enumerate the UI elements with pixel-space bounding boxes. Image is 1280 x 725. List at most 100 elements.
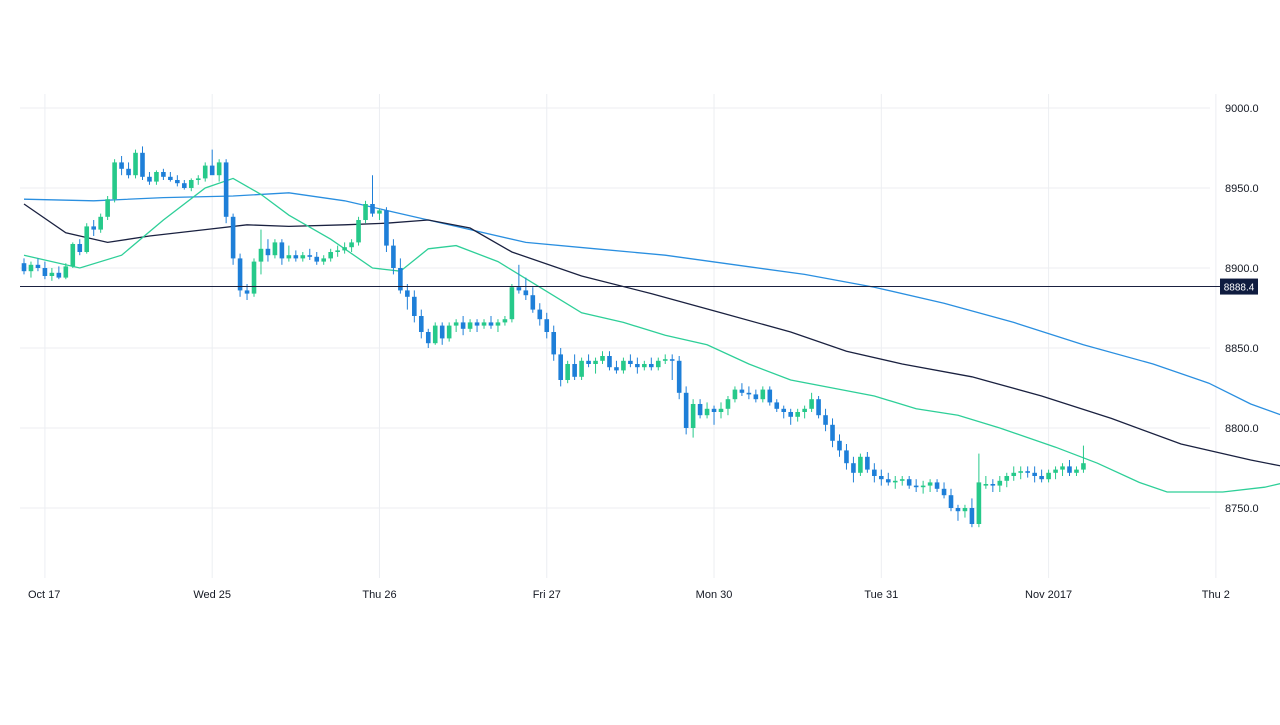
candle[interactable]: [398, 258, 403, 294]
candle[interactable]: [607, 351, 612, 371]
candle[interactable]: [1060, 463, 1065, 476]
candle[interactable]: [509, 284, 515, 323]
candle[interactable]: [467, 319, 473, 332]
candle[interactable]: [669, 354, 675, 380]
candle[interactable]: [481, 319, 487, 329]
candle[interactable]: [314, 252, 320, 265]
candle[interactable]: [265, 239, 271, 262]
candle[interactable]: [286, 245, 292, 262]
candle[interactable]: [335, 245, 340, 257]
candle[interactable]: [600, 351, 605, 364]
candle[interactable]: [293, 250, 299, 262]
candle[interactable]: [251, 258, 257, 297]
candle[interactable]: [579, 357, 584, 380]
candle[interactable]: [63, 263, 69, 280]
candle[interactable]: [425, 328, 431, 348]
candle[interactable]: [739, 383, 745, 396]
candle[interactable]: [676, 356, 682, 400]
candle[interactable]: [1074, 466, 1079, 476]
candle[interactable]: [502, 316, 508, 326]
candle[interactable]: [990, 479, 996, 492]
candle[interactable]: [1011, 466, 1017, 481]
candle[interactable]: [28, 261, 34, 278]
candle[interactable]: [105, 196, 110, 220]
candle[interactable]: [795, 408, 800, 422]
candle[interactable]: [920, 480, 926, 494]
candle[interactable]: [1004, 472, 1010, 488]
candle[interactable]: [816, 396, 821, 419]
candle[interactable]: [84, 223, 90, 254]
candle[interactable]: [439, 322, 445, 345]
candle[interactable]: [384, 207, 389, 252]
candle[interactable]: [1053, 466, 1058, 480]
candle[interactable]: [983, 476, 989, 489]
candle[interactable]: [126, 162, 131, 179]
candle[interactable]: [474, 319, 480, 332]
candle[interactable]: [899, 476, 905, 486]
candle[interactable]: [391, 239, 396, 275]
candle[interactable]: [704, 402, 710, 419]
candle[interactable]: [168, 172, 173, 182]
candle[interactable]: [837, 434, 842, 457]
candle[interactable]: [621, 357, 626, 374]
candle[interactable]: [258, 229, 264, 275]
candle[interactable]: [997, 476, 1003, 492]
candle[interactable]: [649, 357, 654, 371]
candle[interactable]: [697, 399, 703, 419]
candle[interactable]: [321, 255, 327, 265]
candle[interactable]: [858, 453, 863, 476]
candle[interactable]: [91, 220, 96, 236]
candle[interactable]: [872, 463, 877, 483]
candle[interactable]: [460, 316, 466, 336]
candle[interactable]: [349, 239, 354, 252]
candle[interactable]: [230, 213, 236, 265]
candle[interactable]: [363, 200, 368, 224]
candle[interactable]: [892, 476, 898, 489]
candle[interactable]: [119, 156, 124, 176]
candle[interactable]: [223, 159, 229, 224]
candle[interactable]: [209, 149, 215, 176]
candle[interactable]: [732, 386, 738, 403]
candle[interactable]: [781, 405, 787, 419]
candle[interactable]: [154, 170, 159, 185]
candle[interactable]: [565, 360, 570, 384]
candle[interactable]: [112, 159, 117, 203]
candle[interactable]: [809, 392, 814, 412]
candle[interactable]: [969, 498, 975, 528]
candle[interactable]: [586, 354, 591, 368]
candle[interactable]: [523, 277, 529, 300]
candle[interactable]: [1081, 445, 1086, 473]
candle[interactable]: [746, 386, 752, 400]
candle[interactable]: [760, 386, 766, 403]
candle[interactable]: [628, 354, 633, 368]
candle[interactable]: [279, 239, 285, 265]
candle[interactable]: [21, 258, 27, 275]
candle[interactable]: [70, 242, 76, 268]
candle[interactable]: [614, 360, 619, 374]
candle[interactable]: [662, 354, 668, 364]
candle[interactable]: [948, 488, 954, 512]
candle[interactable]: [56, 266, 62, 280]
candle[interactable]: [147, 172, 152, 185]
candle[interactable]: [182, 180, 187, 190]
candle[interactable]: [202, 162, 208, 182]
candle[interactable]: [1039, 469, 1044, 483]
candle[interactable]: [823, 408, 828, 432]
candle[interactable]: [488, 316, 494, 329]
candle[interactable]: [593, 357, 598, 374]
candle[interactable]: [906, 476, 912, 489]
candle[interactable]: [941, 482, 947, 499]
candle[interactable]: [216, 159, 222, 182]
candle[interactable]: [913, 479, 919, 492]
candle[interactable]: [1067, 460, 1072, 476]
candle[interactable]: [927, 479, 933, 492]
candle[interactable]: [753, 389, 759, 403]
candle[interactable]: [551, 325, 557, 361]
candle[interactable]: [537, 303, 543, 326]
candle[interactable]: [495, 319, 501, 332]
candle[interactable]: [161, 168, 166, 180]
candle[interactable]: [42, 261, 48, 280]
candle[interactable]: [711, 405, 717, 425]
candle[interactable]: [788, 408, 793, 425]
